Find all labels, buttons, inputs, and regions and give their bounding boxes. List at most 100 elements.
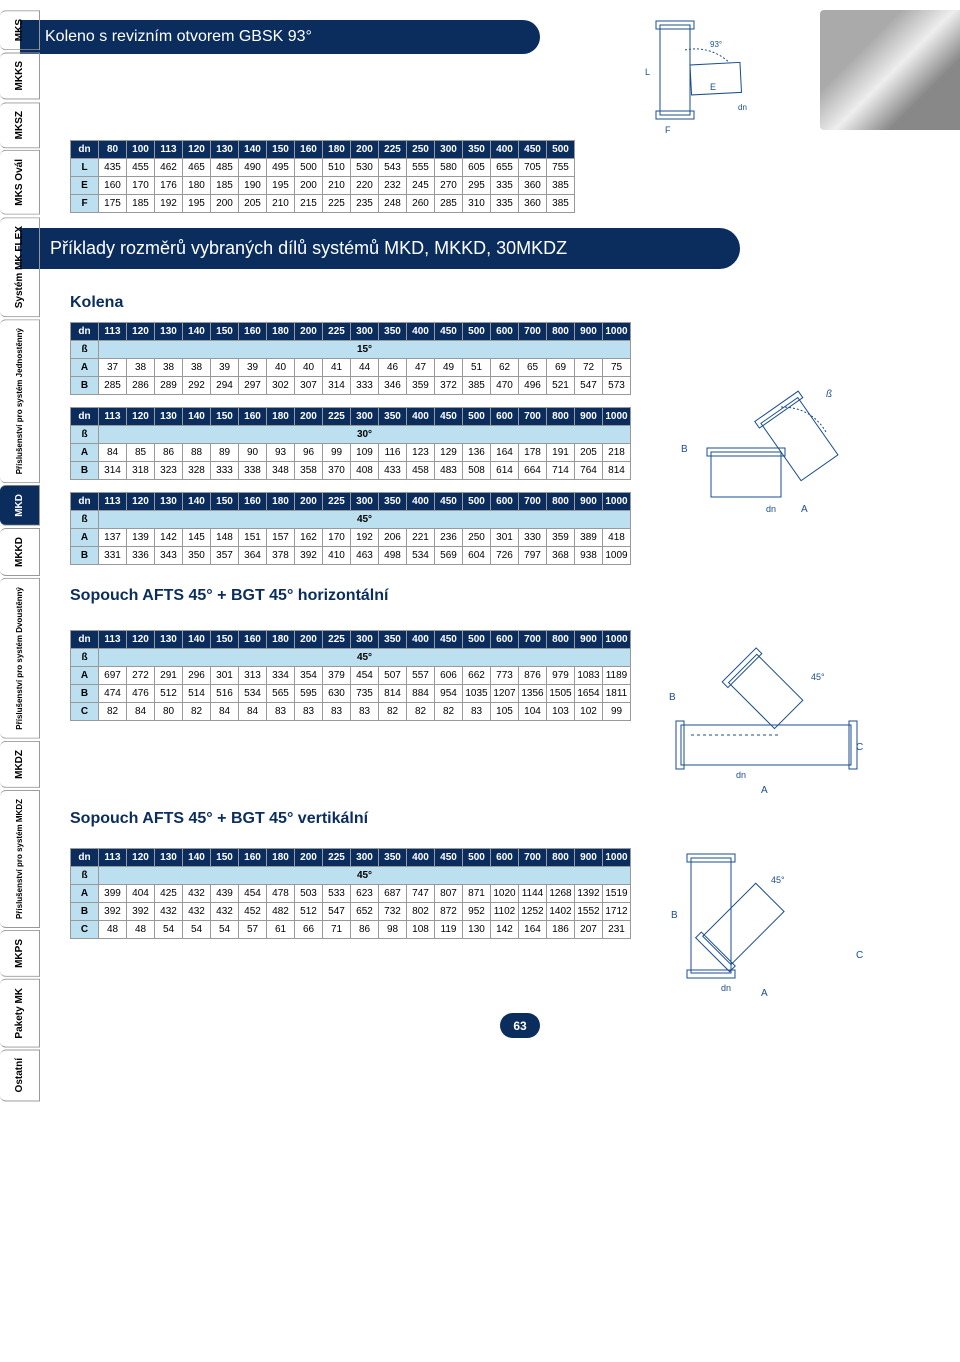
table-cell: 40 (295, 359, 323, 377)
svg-text:45°: 45° (771, 875, 785, 885)
table-cell: 1505 (547, 685, 575, 703)
table-cell: 871 (463, 885, 491, 903)
table-cell: 435 (99, 159, 127, 177)
table-cell: 348 (267, 462, 295, 480)
section3-title: Sopouch AFTS 45° + BGT 45° horizontální (70, 577, 960, 615)
table-header-cell: 800 (547, 408, 575, 426)
table-cell: 314 (99, 462, 127, 480)
table-cell: 86 (155, 444, 183, 462)
table-header-cell: 113 (99, 408, 127, 426)
table-cell: 66 (295, 921, 323, 939)
table-cell: 285 (99, 377, 127, 395)
table-header-cell: 350 (379, 323, 407, 341)
table-header-cell: 800 (547, 493, 575, 511)
table-cell: 1402 (547, 903, 575, 921)
table-cell: 190 (239, 177, 267, 195)
tab-pakety-mk[interactable]: Pakety MK (0, 979, 40, 1048)
table-header-cell: 350 (379, 631, 407, 649)
svg-text:B: B (681, 444, 688, 455)
table-header-cell: 130 (155, 631, 183, 649)
table-cell: 170 (127, 177, 155, 195)
table-cell: 814 (603, 462, 631, 480)
svg-text:dn: dn (736, 770, 746, 780)
table-header-cell: 400 (407, 493, 435, 511)
section1-title: Koleno s revizním otvorem GBSK 93° (20, 20, 540, 54)
table-cell: 151 (239, 529, 267, 547)
table-header-cell: 150 (267, 141, 295, 159)
tab-příslušenství-pro-systém-jednostěnný[interactable]: Příslušenství pro systém Jednostěnný (0, 319, 40, 483)
svg-text:ß: ß (826, 389, 832, 400)
table-cell: 191 (547, 444, 575, 462)
table-cell: 82 (407, 703, 435, 721)
tab-systém-mk-flex[interactable]: Systém MK FLEX (0, 217, 40, 317)
table-cell: 814 (379, 685, 407, 703)
table-cell: 455 (127, 159, 155, 177)
table-header-cell: 300 (435, 141, 463, 159)
table-cell: 221 (407, 529, 435, 547)
table-header-cell: 130 (155, 493, 183, 511)
table-header-cell: 400 (491, 141, 519, 159)
table-cell: 747 (407, 885, 435, 903)
tab-mkdz[interactable]: MKDZ (0, 741, 40, 788)
tab-příslušenství-pro-systém-mkdz[interactable]: Příslušenství pro systém MKDZ (0, 790, 40, 928)
tab-mks[interactable]: MKS (0, 10, 40, 50)
tab-příslušenství-pro-systém-dvoustěnný[interactable]: Příslušenství pro systém Dvoustěnný (0, 578, 40, 739)
table-header-cell: dn (71, 849, 99, 867)
table-cell: 178 (519, 444, 547, 462)
table-header-cell: dn (71, 408, 99, 426)
table-header-cell: 500 (463, 493, 491, 511)
table-cell: 285 (435, 195, 463, 213)
table-row-header: ß (71, 867, 99, 885)
table-cell: 103 (547, 703, 575, 721)
table-header-cell: 225 (323, 323, 351, 341)
table-cell: F (71, 195, 99, 213)
table-header-cell: 450 (435, 323, 463, 341)
tab-mkkd[interactable]: MKKD (0, 528, 40, 576)
table-cell: 399 (99, 885, 127, 903)
table-cell: 385 (547, 195, 575, 213)
table-header-cell: 400 (407, 849, 435, 867)
table-cell: 573 (603, 377, 631, 395)
table-cell: 301 (211, 667, 239, 685)
tab-mkps[interactable]: MKPS (0, 930, 40, 977)
table-cell: 623 (351, 885, 379, 903)
table-header-cell: 200 (295, 849, 323, 867)
table-header-cell: 130 (155, 408, 183, 426)
tab-mkd[interactable]: MKD (0, 485, 40, 526)
table-cell: 99 (323, 444, 351, 462)
table-cell: 57 (239, 921, 267, 939)
table-cell: 148 (211, 529, 239, 547)
table-cell: 338 (239, 462, 267, 480)
table-cell: 136 (463, 444, 491, 462)
table-header-cell: 140 (239, 141, 267, 159)
svg-text:F: F (665, 125, 671, 135)
section4-title: Sopouch AFTS 45° + BGT 45° vertikální (70, 800, 960, 838)
table-header-cell: 900 (575, 849, 603, 867)
table-header-cell: 80 (99, 141, 127, 159)
tab-mks-ovál[interactable]: MKS Ovál (0, 150, 40, 215)
table-cell: 41 (323, 359, 351, 377)
table-cell: 162 (295, 529, 323, 547)
tab-ostatní[interactable]: Ostatní (0, 1049, 40, 1101)
table-header-cell: 700 (519, 631, 547, 649)
table-cell: 533 (323, 885, 351, 903)
tab-mksz[interactable]: MKSZ (0, 102, 40, 148)
table-header-cell: 500 (463, 849, 491, 867)
table-cell: 164 (519, 921, 547, 939)
table-cell: 291 (155, 667, 183, 685)
table-cell: 483 (435, 462, 463, 480)
tab-mkks[interactable]: MKKS (0, 52, 40, 99)
table-header-cell: 140 (183, 408, 211, 426)
svg-text:dn: dn (738, 103, 747, 112)
table-cell: 175 (99, 195, 127, 213)
table-cell: A (71, 529, 99, 547)
table-cell: 530 (351, 159, 379, 177)
table-cell: 104 (519, 703, 547, 721)
table-cell: 333 (211, 462, 239, 480)
table-angle-cell: 45° (99, 867, 631, 885)
table-cell: 569 (435, 547, 463, 565)
table-cell: 605 (463, 159, 491, 177)
table-cell: 1519 (603, 885, 631, 903)
table-cell: 555 (407, 159, 435, 177)
table-header-cell: 450 (435, 493, 463, 511)
